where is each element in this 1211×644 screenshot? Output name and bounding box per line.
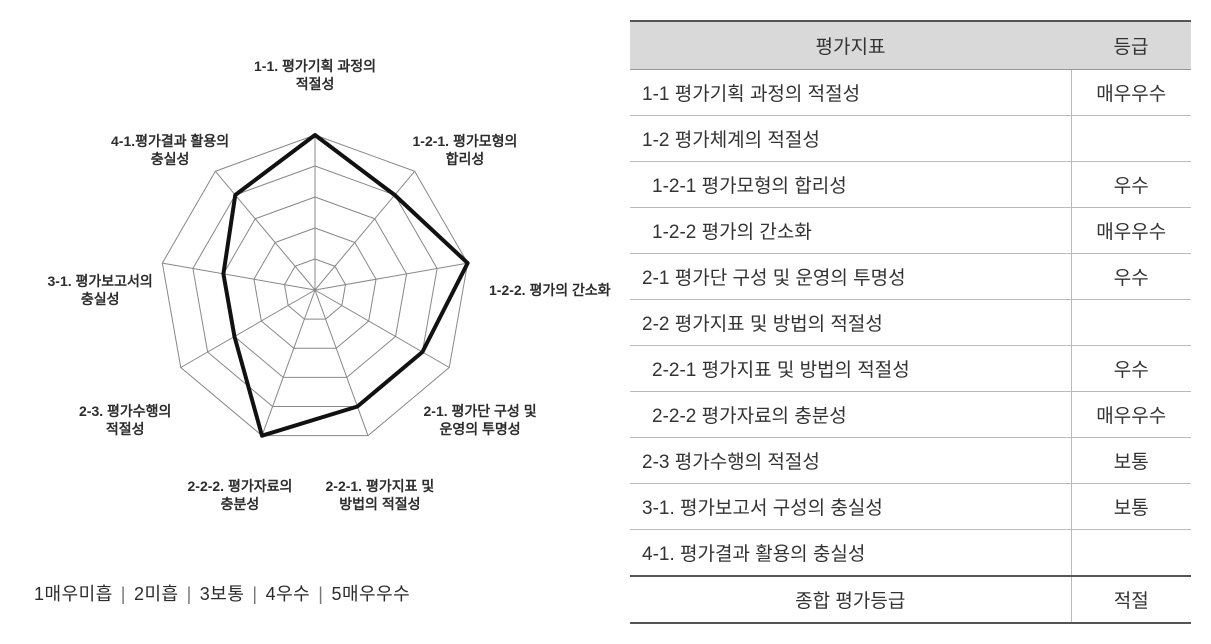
legend-item: 4우수 bbox=[266, 584, 311, 604]
table-cell-label: 4-1. 평가결과 활용의 충실성 bbox=[630, 530, 1071, 577]
table-row: 1-2 평가체계의 적절성 bbox=[630, 116, 1191, 162]
right-panel: 평가지표 등급 1-1 평가기획 과정의 적절성매우우수1-2 평가체계의 적절… bbox=[630, 20, 1191, 624]
grade-table: 평가지표 등급 1-1 평가기획 과정의 적절성매우우수1-2 평가체계의 적절… bbox=[630, 20, 1191, 624]
grade-table-body: 1-1 평가기획 과정의 적절성매우우수1-2 평가체계의 적절성1-2-1 평… bbox=[630, 70, 1191, 624]
legend-item: 2미흡 bbox=[134, 584, 179, 604]
table-row: 1-1 평가기획 과정의 적절성매우우수 bbox=[630, 70, 1191, 116]
table-cell-grade: 매우우수 bbox=[1071, 70, 1191, 116]
table-cell-label: 1-1 평가기획 과정의 적절성 bbox=[630, 70, 1071, 116]
table-cell-grade bbox=[1071, 116, 1191, 162]
table-cell-label: 1-2-2 평가의 간소화 bbox=[630, 208, 1071, 254]
radar-axis-label: 2-3. 평가수행의 적절성 bbox=[79, 402, 171, 438]
left-panel: 1-1. 평가기획 과정의 적절성 1-2-1. 평가모형의 합리성 1-2-2. … bbox=[20, 20, 610, 624]
table-cell-grade: 우수 bbox=[1071, 162, 1191, 208]
legend-separator: | bbox=[187, 584, 192, 604]
table-cell-label: 1-2 평가체계의 적절성 bbox=[630, 116, 1071, 162]
table-row: 1-2-1 평가모형의 합리성우수 bbox=[630, 162, 1191, 208]
radar-axis-label: 2-2-2. 평가자료의 충분성 bbox=[188, 477, 293, 513]
radar-axis-label: 2-1. 평가단 구성 및 운영의 투명성 bbox=[424, 402, 537, 438]
radar-axis-label: 1-1. 평가기획 과정의 적절성 bbox=[254, 57, 376, 93]
table-row: 2-2-1 평가지표 및 방법의 적절성우수 bbox=[630, 346, 1191, 392]
table-cell-label: 3-1. 평가보고서 구성의 충실성 bbox=[630, 484, 1071, 530]
legend-separator: | bbox=[252, 584, 257, 604]
radar-axis-label: 3-1. 평가보고서의 충실성 bbox=[48, 272, 153, 308]
table-row: 2-2-2 평가자료의 충분성매우우수 bbox=[630, 392, 1191, 438]
table-row: 4-1. 평가결과 활용의 충실성 bbox=[630, 530, 1191, 577]
layout-container: 1-1. 평가기획 과정의 적절성 1-2-1. 평가모형의 합리성 1-2-2. … bbox=[20, 20, 1191, 624]
table-cell-grade: 매우우수 bbox=[1071, 392, 1191, 438]
radar-axis-label: 2-2-1. 평가지표 및 방법의 적절성 bbox=[326, 477, 435, 513]
radar-axis-label: 1-2-2. 평가의 간소화 bbox=[489, 281, 611, 299]
legend-separator: | bbox=[318, 584, 323, 604]
legend-item: 3보통 bbox=[200, 584, 245, 604]
table-cell-grade bbox=[1071, 530, 1191, 577]
table-cell-label: 2-2-1 평가지표 및 방법의 적절성 bbox=[630, 346, 1071, 392]
table-cell-label: 2-2-2 평가자료의 충분성 bbox=[630, 392, 1071, 438]
legend-item: 5매우우수 bbox=[331, 584, 410, 604]
table-row: 2-1 평가단 구성 및 운영의 투명성우수 bbox=[630, 254, 1191, 300]
table-row: 2-3 평가수행의 적절성보통 bbox=[630, 438, 1191, 484]
table-cell-label: 1-2-1 평가모형의 합리성 bbox=[630, 162, 1071, 208]
radar-axis-label: 4-1.평가결과 활용의 충실성 bbox=[111, 132, 229, 168]
table-cell-label: 2-1 평가단 구성 및 운영의 투명성 bbox=[630, 254, 1071, 300]
table-summary-label: 종합 평가등급 bbox=[630, 576, 1071, 623]
table-cell-grade: 보통 bbox=[1071, 484, 1191, 530]
table-header-grade: 등급 bbox=[1071, 21, 1191, 70]
table-cell-label: 2-3 평가수행의 적절성 bbox=[630, 438, 1071, 484]
table-summary-row: 종합 평가등급적절 bbox=[630, 576, 1191, 623]
table-cell-grade: 보통 bbox=[1071, 438, 1191, 484]
radar-axis-label: 1-2-1. 평가모형의 합리성 bbox=[413, 132, 518, 168]
radar-legend: 1매우미흡 | 2미흡 | 3보통 | 4우수 | 5매우우수 bbox=[20, 580, 610, 606]
radar-chart: 1-1. 평가기획 과정의 적절성 1-2-1. 평가모형의 합리성 1-2-2. … bbox=[20, 20, 610, 560]
table-row: 2-2 평가지표 및 방법의 적절성 bbox=[630, 300, 1191, 346]
table-row: 1-2-2 평가의 간소화매우우수 bbox=[630, 208, 1191, 254]
table-cell-grade: 우수 bbox=[1071, 346, 1191, 392]
table-cell-grade: 매우우수 bbox=[1071, 208, 1191, 254]
legend-item: 1매우미흡 bbox=[34, 584, 113, 604]
table-cell-grade: 우수 bbox=[1071, 254, 1191, 300]
table-cell-label: 2-2 평가지표 및 방법의 적절성 bbox=[630, 300, 1071, 346]
table-row: 3-1. 평가보고서 구성의 충실성보통 bbox=[630, 484, 1191, 530]
legend-separator: | bbox=[121, 584, 126, 604]
table-cell-grade bbox=[1071, 300, 1191, 346]
table-header-indicator: 평가지표 bbox=[630, 21, 1071, 70]
table-summary-grade: 적절 bbox=[1071, 576, 1191, 623]
